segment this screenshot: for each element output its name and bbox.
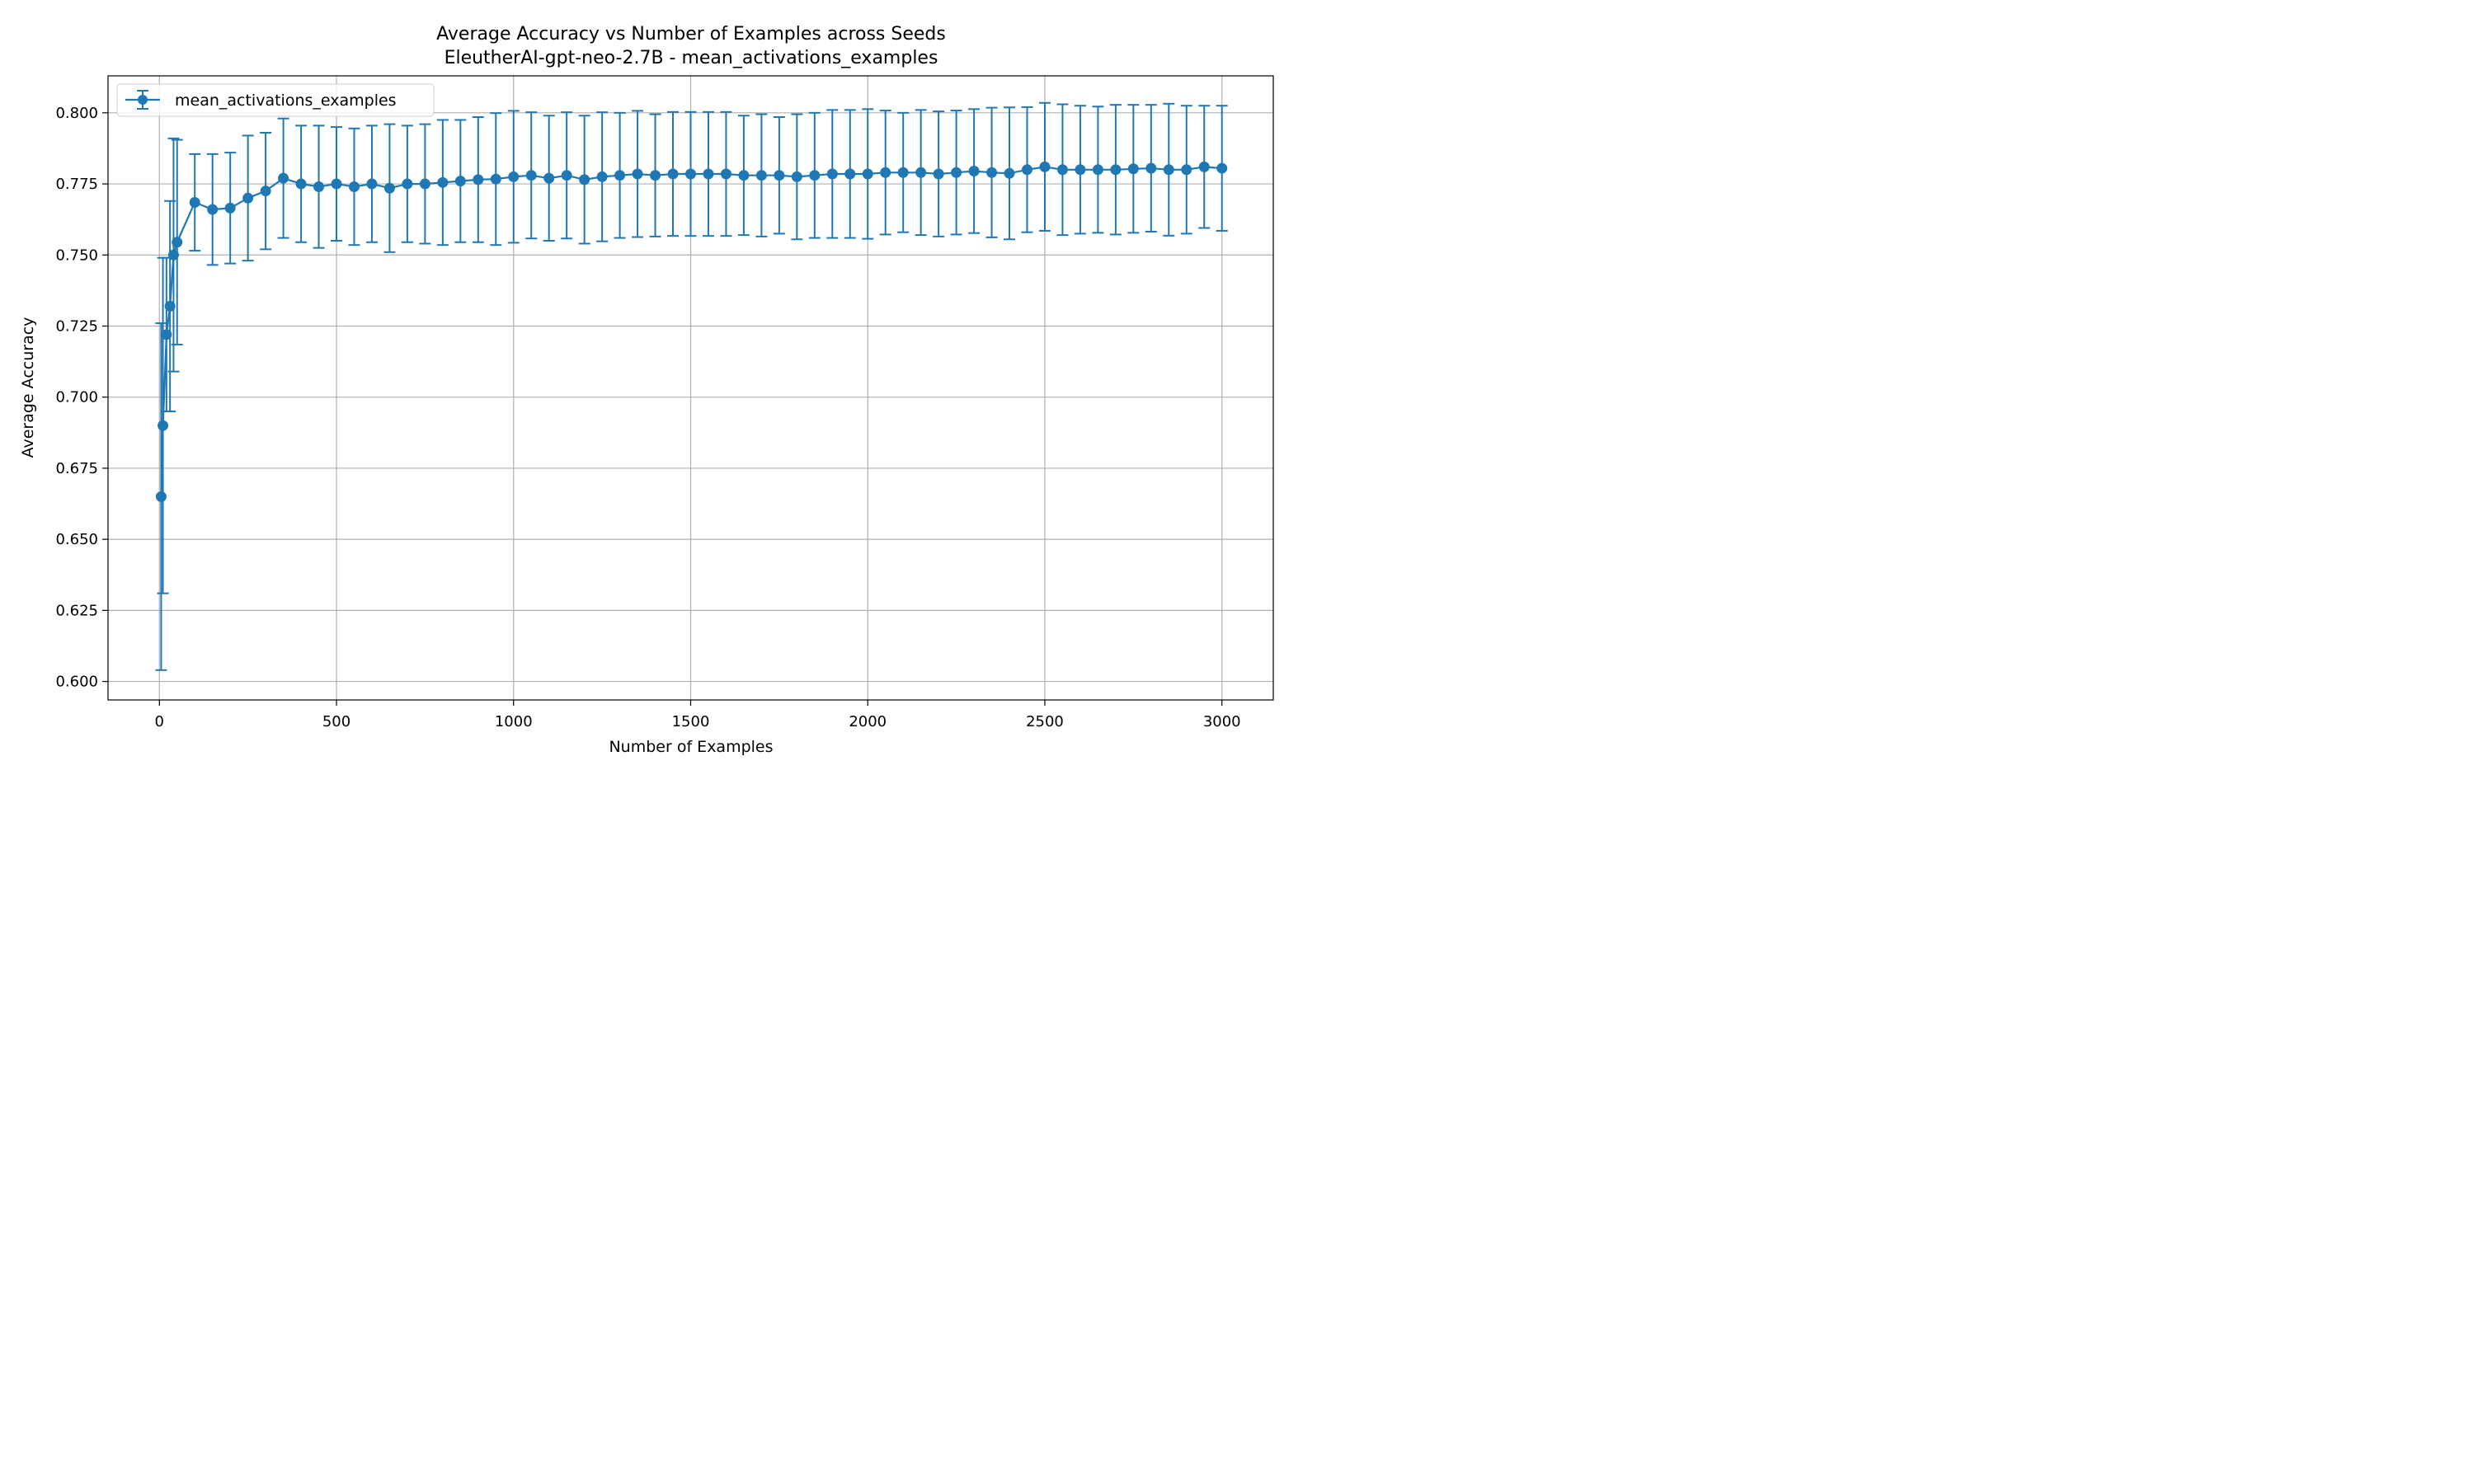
data-point bbox=[561, 170, 572, 181]
data-point bbox=[224, 202, 236, 214]
data-point bbox=[158, 420, 169, 431]
data-point bbox=[915, 167, 927, 178]
data-point bbox=[755, 170, 767, 181]
data-point bbox=[419, 178, 430, 190]
data-point bbox=[242, 192, 254, 204]
data-point bbox=[155, 491, 167, 502]
data-point bbox=[525, 170, 537, 181]
data-point bbox=[172, 237, 183, 248]
x-tick-label: 3000 bbox=[1203, 713, 1241, 730]
x-tick-label: 1500 bbox=[672, 713, 710, 730]
data-point bbox=[632, 168, 643, 180]
data-point bbox=[1198, 161, 1210, 172]
data-point bbox=[543, 172, 555, 184]
data-point bbox=[1216, 162, 1228, 174]
data-point bbox=[189, 196, 200, 208]
y-tick-label: 0.800 bbox=[55, 105, 98, 122]
data-series bbox=[155, 101, 1228, 671]
data-point bbox=[986, 167, 998, 178]
y-tick-label: 0.725 bbox=[55, 317, 98, 335]
chart: Average Accuracy vs Number of Examples a… bbox=[0, 0, 1293, 775]
data-point bbox=[1004, 167, 1015, 179]
data-point bbox=[614, 170, 626, 181]
legend-entry-label: mean_activations_examples bbox=[175, 92, 397, 110]
data-point bbox=[295, 178, 307, 190]
data-point bbox=[1145, 162, 1157, 174]
data-point bbox=[164, 300, 176, 312]
plot-area-frame bbox=[107, 75, 1274, 701]
y-tick-label: 0.775 bbox=[55, 176, 98, 193]
data-point bbox=[348, 181, 360, 193]
y-tick-label: 0.675 bbox=[55, 460, 98, 477]
legend: mean_activations_examples bbox=[116, 83, 435, 117]
data-point bbox=[667, 168, 679, 180]
data-point bbox=[508, 171, 520, 182]
data-point bbox=[473, 174, 484, 186]
data-point bbox=[880, 167, 891, 178]
y-axis-label: Average Accuracy bbox=[19, 317, 37, 458]
data-point bbox=[1022, 164, 1033, 176]
data-point bbox=[454, 176, 466, 187]
x-tick-label: 1000 bbox=[495, 713, 533, 730]
x-tick-label: 0 bbox=[155, 713, 164, 730]
data-point bbox=[844, 168, 856, 180]
data-point bbox=[437, 176, 449, 188]
data-point bbox=[951, 167, 962, 178]
data-point bbox=[490, 173, 501, 185]
data-point bbox=[738, 170, 750, 181]
data-point bbox=[260, 186, 271, 197]
data-point bbox=[278, 172, 289, 184]
axis-ticks: 0 500 1000 1500 2000 2500 3000 0.600 0.625 0.650 0… bbox=[55, 105, 1240, 730]
figure-background bbox=[0, 0, 1293, 775]
data-point bbox=[1127, 163, 1139, 175]
data-point bbox=[383, 182, 395, 194]
data-point bbox=[161, 329, 172, 340]
data-point bbox=[331, 178, 342, 190]
data-point bbox=[1092, 164, 1103, 176]
data-point bbox=[1075, 164, 1086, 176]
data-point bbox=[968, 166, 980, 177]
x-axis-label: Number of Examples bbox=[609, 738, 773, 756]
y-tick-label: 0.650 bbox=[55, 531, 98, 548]
y-tick-label: 0.700 bbox=[55, 389, 98, 406]
data-point bbox=[313, 181, 325, 193]
data-point bbox=[720, 168, 731, 180]
data-point bbox=[862, 168, 873, 180]
data-point bbox=[207, 204, 219, 215]
y-tick-label: 0.750 bbox=[55, 247, 98, 264]
data-point bbox=[774, 170, 785, 181]
data-point bbox=[933, 168, 944, 180]
data-point bbox=[826, 168, 838, 180]
data-point bbox=[402, 178, 413, 190]
x-tick-label: 2500 bbox=[1026, 713, 1064, 730]
data-point bbox=[703, 168, 714, 180]
x-tick-label: 2000 bbox=[849, 713, 887, 730]
x-tick-label: 500 bbox=[322, 713, 350, 730]
y-tick-label: 0.625 bbox=[55, 602, 98, 619]
data-point bbox=[167, 249, 179, 261]
legend-marker-swatch bbox=[138, 95, 148, 105]
data-point bbox=[596, 171, 608, 182]
data-point bbox=[366, 178, 378, 190]
data-point bbox=[685, 168, 696, 180]
y-tick-label: 0.600 bbox=[55, 674, 98, 691]
data-point bbox=[809, 170, 821, 181]
data-point bbox=[1039, 161, 1051, 172]
data-point bbox=[650, 170, 661, 181]
series-group bbox=[155, 101, 1228, 671]
data-point bbox=[1110, 164, 1122, 176]
data-point bbox=[1181, 164, 1192, 176]
chart-title: Average Accuracy vs Number of Examples a… bbox=[436, 24, 946, 45]
data-point bbox=[1056, 164, 1068, 176]
chart-subtitle: EleutherAI-gpt-neo-2.7B - mean_activatio… bbox=[444, 48, 938, 68]
legend-frame bbox=[116, 83, 435, 117]
data-point bbox=[791, 171, 802, 182]
data-point bbox=[1163, 164, 1174, 176]
data-point bbox=[897, 167, 909, 178]
data-point bbox=[579, 174, 590, 186]
